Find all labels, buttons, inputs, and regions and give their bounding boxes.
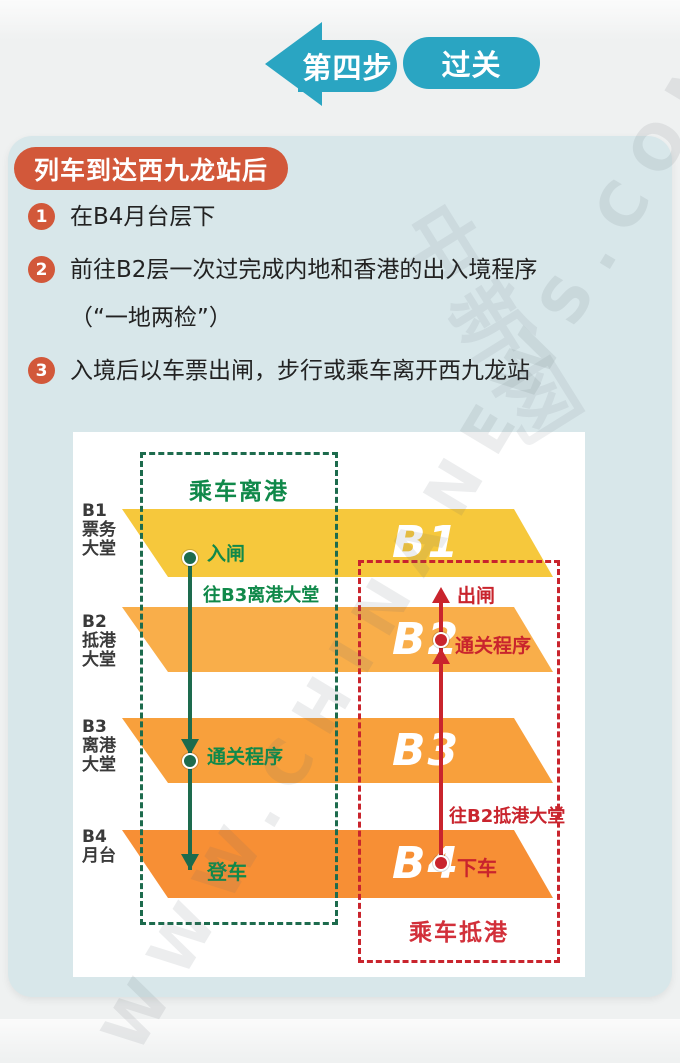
step-3-text: 入境后以车票出闸，步行或乘车离开西九龙站	[70, 347, 530, 395]
step-title-label: 过关	[441, 48, 502, 82]
side-label-line: 月台	[82, 846, 116, 866]
step-3-badge: 3	[28, 357, 55, 384]
list-item: 3 入境后以车票出闸，步行或乘车离开西九龙站	[28, 347, 530, 395]
arrow-down-icon	[181, 739, 199, 755]
list-item: 2 前往B2层一次过完成内地和香港的出入境程序 （“一地两检”）	[28, 246, 537, 342]
side-label-line: 大堂	[82, 650, 116, 670]
floor-big-label-b1: B1	[392, 517, 461, 568]
side-label-line: 大堂	[82, 755, 116, 775]
arrow-up-icon	[432, 648, 450, 664]
step-2-line-2: （“一地两检”）	[70, 305, 232, 331]
step-1-text: 在B4月台层下	[70, 193, 215, 241]
departure-zone-box: 乘车离港	[140, 452, 338, 925]
arrival-zone-box: 乘车抵港	[358, 560, 560, 963]
step-2-badge: 2	[28, 256, 55, 283]
step-1-line-1: 在B4月台层下	[70, 204, 216, 230]
board-train-label: 登车	[207, 860, 247, 884]
side-label-b3: B3 离港 大堂	[82, 718, 140, 775]
departure-route-label: 往B3离港大堂	[203, 585, 320, 606]
floor-big-label-b3: B3	[392, 725, 461, 776]
side-label-b4: B4 月台	[82, 828, 140, 866]
list-item: 1 在B4月台层下	[28, 193, 215, 241]
arrow-down-icon	[181, 854, 199, 870]
step-number-box: 第四步	[298, 40, 397, 92]
departure-flow-line	[188, 558, 192, 870]
arrival-zone-title: 乘车抵港	[409, 920, 509, 946]
side-label-line: B2	[82, 612, 107, 632]
arrival-route-label: 往B2抵港大堂	[449, 806, 566, 827]
departure-customs-label: 通关程序	[207, 746, 284, 768]
side-label-b2: B2 抵港 大堂	[82, 613, 140, 670]
departure-zone-title: 乘车离港	[189, 479, 289, 505]
side-label-line: 抵港	[82, 631, 116, 651]
alight-label: 下车	[457, 856, 497, 880]
arrival-flow-line	[439, 600, 443, 863]
card-title-label: 列车到达西九龙站后	[34, 155, 269, 185]
info-card: 列车到达西九龙站后 1 在B4月台层下 2 前往B2层一次过完成内地和香港的出入…	[8, 136, 672, 997]
card-title-pill: 列车到达西九龙站后	[14, 147, 289, 190]
station-levels-diagram: B1 B2 B3 B4 B1 票务 大堂 B2 抵港 大堂 B3 离港 大堂 B…	[73, 432, 585, 977]
side-label-line: 票务	[82, 520, 116, 540]
step-1-badge: 1	[28, 203, 55, 230]
side-label-b1: B1 票务 大堂	[82, 502, 140, 559]
step-2-line-1: 前往B2层一次过完成内地和香港的出入境程序	[70, 257, 538, 283]
station-dot-customs-departure	[182, 753, 198, 769]
station-dot-customs-arrival	[433, 632, 449, 648]
step-number-label: 第四步	[302, 51, 393, 85]
arrival-customs-label: 通关程序	[455, 635, 532, 657]
station-dot-gate-in	[182, 550, 198, 566]
arrow-up-icon	[432, 587, 450, 603]
side-label-line: B3	[82, 717, 107, 737]
step-2-text: 前往B2层一次过完成内地和香港的出入境程序 （“一地两检”）	[70, 246, 537, 342]
side-label-line: B1	[82, 501, 107, 521]
side-label-line: B4	[82, 827, 107, 847]
side-label-line: 离港	[82, 736, 116, 756]
step-title-pill: 过关	[403, 37, 540, 89]
station-dot-alight	[433, 855, 449, 871]
side-label-line: 大堂	[82, 539, 116, 559]
gate-in-label: 入闸	[207, 543, 246, 565]
gate-out-label: 出闸	[457, 585, 496, 607]
step-3-line-1: 入境后以车票出闸，步行或乘车离开西九龙站	[70, 358, 530, 384]
